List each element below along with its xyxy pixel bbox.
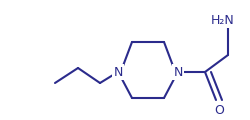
Text: N: N — [172, 66, 182, 78]
Text: H₂N: H₂N — [210, 14, 234, 27]
Text: O: O — [213, 103, 223, 117]
Text: N: N — [113, 66, 122, 78]
